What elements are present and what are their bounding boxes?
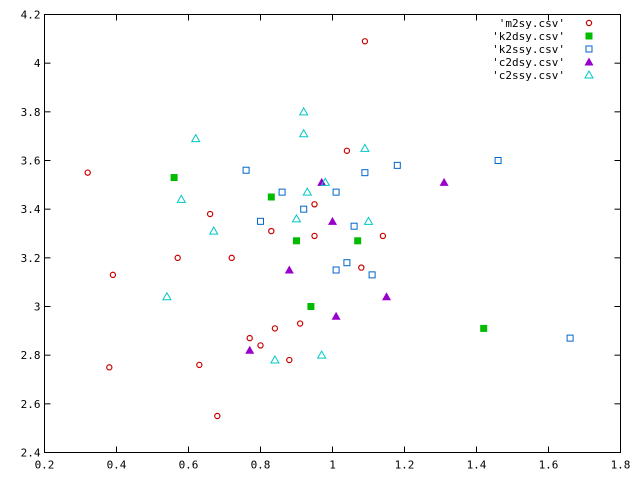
y-tick-label: 4.2 [21,9,41,22]
data-point [267,193,275,201]
y-tick-label: 2.6 [21,398,41,411]
data-point [307,303,315,310]
x-tick-label: 0.4 [107,459,127,472]
axis-ticks: 0.2 0.4 0.6 0.8 1 1.2 1.4 1.6 1.8 2.4 2.6 2.8 3 3.2 3.… [21,9,631,472]
data-point [480,324,488,332]
data-point [311,201,318,208]
x-tick-label: 1.6 [539,459,559,472]
data-point [393,161,401,169]
data-point [328,216,337,225]
data-point [317,177,327,186]
data-point [298,128,309,138]
data-point [300,205,308,213]
data-point [291,213,302,223]
x-tick-label: 1.8 [611,459,631,472]
data-points [84,38,574,420]
x-tick-label: 1.4 [467,459,487,472]
y-tick-label: 3.4 [21,203,41,216]
data-point [331,311,341,320]
data-point [354,237,362,245]
data-point [106,364,113,371]
data-point [170,174,178,182]
data-point [271,325,279,332]
data-point [286,356,293,364]
data-point [358,264,365,271]
legend-marker [584,57,594,66]
data-point [361,38,369,45]
data-point [268,227,275,235]
data-point [311,232,318,240]
legend-label: 'k2dsy.csv' [492,30,565,43]
data-point [196,361,203,369]
data-point [246,334,253,342]
data-point [360,143,370,152]
legend-marker [585,32,593,40]
data-point [190,133,201,143]
legend: 'm2sy.csv''k2dsy.csv''k2ssy.csv''c2dsy.c… [492,17,594,82]
data-point [162,291,172,301]
legend-label: 'k2ssy.csv' [492,43,565,56]
data-point [293,237,300,245]
legend-label: 'c2ssy.csv' [492,69,565,82]
data-point [174,254,181,262]
data-point [278,188,286,196]
data-point [284,265,294,274]
y-tick-label: 2.8 [21,349,41,362]
data-point [363,216,374,225]
data-point [206,210,214,218]
y-tick-label: 3.8 [21,106,41,119]
data-point [245,345,255,354]
data-point [298,106,309,116]
legend-marker [585,19,593,27]
data-point [332,188,340,196]
x-tick-label: 0.8 [251,459,271,472]
data-point [368,271,376,279]
legend-marker [585,45,593,53]
data-point [214,412,221,420]
x-tick-label: 0.6 [179,459,199,472]
data-point [84,169,91,176]
y-tick-label: 2.4 [21,447,41,460]
x-tick-label: 1.2 [395,459,415,472]
data-point [332,266,340,274]
data-point [350,222,358,230]
data-point [494,157,502,164]
data-point [361,169,369,177]
y-tick-label: 3.2 [21,252,41,265]
data-point [343,147,351,154]
data-point [566,334,574,342]
data-point [208,226,219,235]
data-point [379,232,387,240]
legend-label: 'm2sy.csv' [499,17,565,30]
y-tick-label: 4 [34,57,41,70]
legend-marker [584,69,594,79]
x-tick-label: 0.2 [35,459,55,472]
y-tick-label: 3.6 [21,155,41,168]
data-point [257,217,264,225]
x-tick-label: 1 [329,459,336,472]
data-point [242,166,250,174]
data-point [316,350,327,359]
data-point [296,320,304,327]
data-point [382,292,391,301]
data-point [176,194,187,203]
data-point [257,342,264,349]
data-point [343,259,351,267]
data-point [109,271,117,279]
data-point [302,187,313,196]
data-point [439,177,449,186]
data-point [320,177,331,186]
legend-label: 'c2dsy.csv' [492,56,565,69]
y-tick-label: 3 [34,301,41,314]
data-point [228,254,235,262]
data-point [270,355,280,364]
